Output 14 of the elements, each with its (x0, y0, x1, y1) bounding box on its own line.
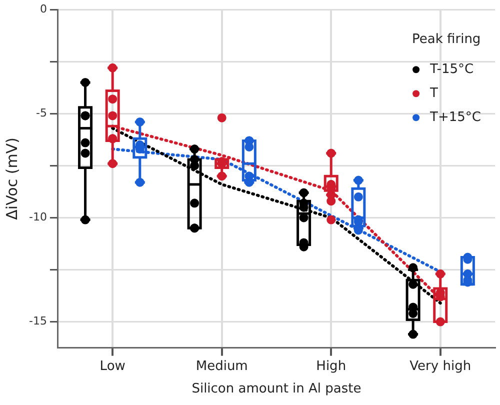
legend-label: T+15°C (429, 110, 481, 125)
y-tick-label: -5 (36, 106, 47, 120)
y-tick-label: -10 (29, 210, 47, 224)
y-tick-label: 0 (40, 2, 47, 16)
x-axis-title: Silicon amount in Al paste (192, 382, 362, 397)
x-tick-label: Very high (410, 358, 472, 374)
x-tick-label: Medium (196, 358, 248, 374)
legend-label: T-15°C (429, 62, 474, 77)
x-tick-label: High (316, 358, 346, 374)
y-axis-title: ΔiVoc (mV) (2, 138, 21, 220)
x-tick-label: Low (100, 358, 126, 374)
y-tick-label: -15 (29, 314, 47, 328)
legend-label: T (429, 86, 438, 101)
legend-title: Peak firing (412, 32, 481, 47)
